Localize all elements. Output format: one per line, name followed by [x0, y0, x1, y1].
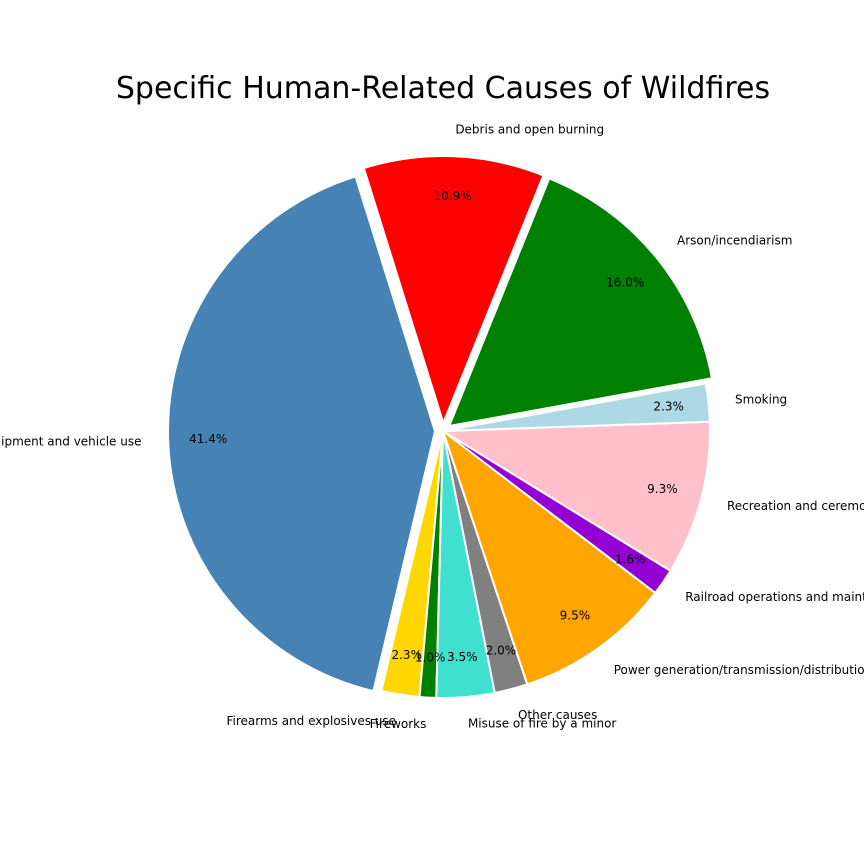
- slice-label-other-causes: Other causes: [518, 708, 597, 722]
- slice-label-fireworks: Fireworks: [370, 717, 427, 731]
- slice-label-smoking: Smoking: [735, 393, 787, 407]
- pie-slices: [167, 155, 713, 699]
- slice-label-firearms-and-explosives-use: Firearms and explosives use: [226, 714, 396, 728]
- slice-label-railroad-operations-and-maintenance: Railroad operations and maintenance: [685, 590, 864, 604]
- pct-label-debris-and-open-burning: 10.9%: [434, 189, 472, 203]
- pct-label-arson-incendiarism: 16.0%: [606, 276, 644, 290]
- pie-slice-equipment-and-vehicle-use: [167, 175, 436, 693]
- pct-label-power-generation-transmission-distribution: 9.5%: [560, 609, 591, 623]
- pie-slice-arson-incendiarism: [448, 177, 713, 427]
- pct-label-railroad-operations-and-maintenance: 1.6%: [615, 552, 646, 566]
- slice-label-arson-incendiarism: Arson/incendiarism: [677, 234, 792, 248]
- pct-label-other-causes: 2.0%: [486, 643, 517, 657]
- chart-title: Specific Human-Related Causes of Wildfir…: [116, 71, 770, 106]
- slice-label-recreation-and-ceremony: Recreation and ceremony: [727, 499, 864, 513]
- pie-labels: Debris and open burning 10.9% Equipment an…: [0, 123, 864, 732]
- pie-slice-power-generation-transmission-distribution: [442, 430, 657, 686]
- slice-label-misuse-of-fire-by-a-minor: Misuse of fire by a minor: [468, 717, 616, 731]
- pie-slice-debris-and-open-burning: [362, 155, 545, 424]
- pct-label-fireworks: 1.0%: [415, 651, 446, 665]
- pct-label-firearms-and-explosives-use: 2.3%: [391, 648, 422, 662]
- pct-label-smoking: 2.3%: [653, 400, 684, 414]
- pct-label-recreation-and-ceremony: 9.3%: [647, 482, 678, 496]
- pie-slice-recreation-and-ceremony: [442, 420, 711, 572]
- pie-slice-smoking: [442, 382, 711, 432]
- pct-label-equipment-and-vehicle-use: 41.4%: [189, 432, 227, 446]
- pct-label-misuse-of-fire-by-a-minor: 3.5%: [447, 650, 478, 664]
- slice-label-power-generation-transmission-distribution: Power generation/transmission/distributi…: [614, 663, 864, 677]
- slice-label-debris-and-open-burning: Debris and open burning: [455, 123, 604, 137]
- slice-label-equipment-and-vehicle-use: Equipment and vehicle use: [0, 434, 141, 448]
